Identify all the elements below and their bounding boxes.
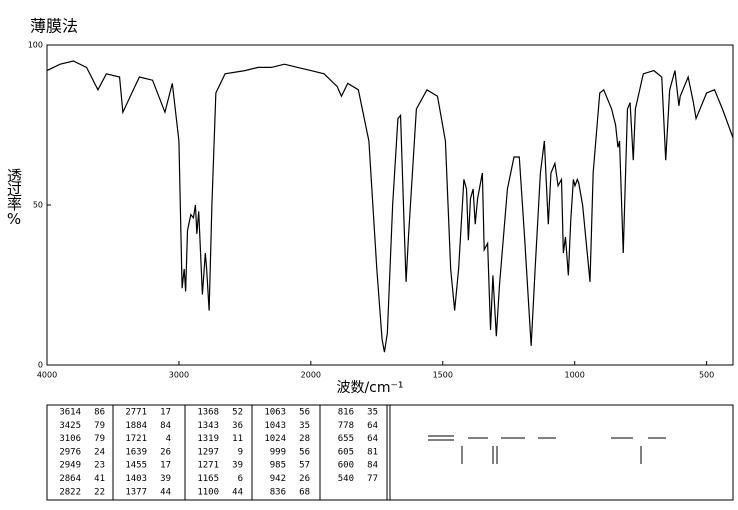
x-tick-label: 500 [699, 371, 714, 380]
peak-wavenumber: 836 [270, 487, 286, 497]
peak-transmittance: 35 [367, 408, 378, 418]
peak-wavenumber: 3614 [59, 408, 81, 418]
x-tick-label: 1000 [565, 371, 585, 380]
peak-transmittance: 79 [94, 434, 105, 444]
x-axis-label: 波数/cm⁻¹ [336, 380, 403, 396]
peak-wavenumber: 2976 [59, 447, 81, 457]
peak-transmittance: 52 [232, 408, 243, 418]
peak-wavenumber: 999 [270, 447, 286, 457]
peak-wavenumber: 1403 [125, 474, 147, 484]
peak-transmittance: 44 [232, 487, 243, 497]
chart-title: 薄膜法 [30, 17, 78, 36]
peak-wavenumber: 1884 [125, 421, 147, 431]
peak-wavenumber: 1368 [197, 408, 219, 418]
peak-transmittance: 17 [160, 461, 171, 471]
peak-transmittance: 17 [160, 408, 171, 418]
peak-wavenumber: 605 [338, 447, 354, 457]
peak-wavenumber: 2949 [59, 461, 81, 471]
peak-transmittance: 41 [94, 474, 105, 484]
x-tick-label: 2000 [301, 371, 321, 380]
peak-wavenumber: 655 [338, 434, 354, 444]
peak-transmittance: 56 [299, 408, 310, 418]
peak-wavenumber: 1024 [264, 434, 286, 444]
spectrum-line [46, 60, 734, 353]
peak-transmittance: 22 [94, 487, 105, 497]
peak-transmittance: 26 [299, 474, 310, 484]
x-tick-label: 1500 [433, 371, 453, 380]
peak-wavenumber: 1297 [197, 447, 219, 457]
peak-transmittance: 79 [94, 421, 105, 431]
peak-transmittance: 23 [94, 461, 105, 471]
peak-transmittance: 81 [367, 447, 378, 457]
x-tick-label: 3000 [169, 371, 189, 380]
peak-transmittance: 4 [166, 434, 171, 444]
peak-wavenumber: 2771 [125, 408, 147, 418]
peak-transmittance: 39 [232, 461, 243, 471]
peak-wavenumber: 778 [338, 421, 354, 431]
peak-wavenumber: 540 [338, 474, 354, 484]
peak-transmittance: 9 [238, 447, 243, 457]
peak-wavenumber: 600 [338, 461, 354, 471]
peak-transmittance: 24 [94, 447, 105, 457]
peak-transmittance: 28 [299, 434, 310, 444]
peak-wavenumber: 1455 [125, 461, 147, 471]
peak-transmittance: 86 [94, 408, 105, 418]
peak-transmittance: 39 [160, 474, 171, 484]
peak-transmittance: 6 [238, 474, 243, 484]
peak-wavenumber: 1043 [264, 421, 286, 431]
peak-wavenumber: 1377 [125, 487, 147, 497]
peak-transmittance: 77 [367, 474, 378, 484]
y-tick-label: 100 [28, 41, 43, 50]
peak-wavenumber: 1343 [197, 421, 219, 431]
peak-wavenumber: 816 [338, 408, 354, 418]
peak-transmittance: 84 [160, 421, 171, 431]
peak-wavenumber: 3425 [59, 421, 81, 431]
peak-wavenumber: 1063 [264, 408, 286, 418]
peak-wavenumber: 942 [270, 474, 286, 484]
peak-wavenumber: 1271 [197, 461, 219, 471]
peak-transmittance: 44 [160, 487, 171, 497]
peak-wavenumber: 3106 [59, 434, 81, 444]
y-axis-label: 透过率% [5, 168, 23, 227]
peak-wavenumber: 2864 [59, 474, 81, 484]
peak-transmittance: 26 [160, 447, 171, 457]
peak-transmittance: 68 [299, 487, 310, 497]
peak-transmittance: 57 [299, 461, 310, 471]
peak-transmittance: 56 [299, 447, 310, 457]
peak-transmittance: 64 [367, 434, 378, 444]
peak-wavenumber: 1100 [197, 487, 219, 497]
x-tick-label: 4000 [37, 371, 57, 380]
peak-wavenumber: 2822 [59, 487, 81, 497]
peak-wavenumber: 1721 [125, 434, 147, 444]
y-tick-label: 50 [33, 201, 43, 210]
peak-wavenumber: 985 [270, 461, 286, 471]
peak-transmittance: 36 [232, 421, 243, 431]
structure [428, 435, 666, 464]
peak-transmittance: 84 [367, 461, 378, 471]
peak-wavenumber: 1319 [197, 434, 219, 444]
peak-transmittance: 11 [232, 434, 243, 444]
peak-wavenumber: 1639 [125, 447, 147, 457]
y-tick-label: 0 [38, 361, 43, 370]
peak-transmittance: 64 [367, 421, 378, 431]
peak-transmittance: 35 [299, 421, 310, 431]
peak-wavenumber: 1165 [197, 474, 219, 484]
plot-frame [46, 44, 734, 366]
